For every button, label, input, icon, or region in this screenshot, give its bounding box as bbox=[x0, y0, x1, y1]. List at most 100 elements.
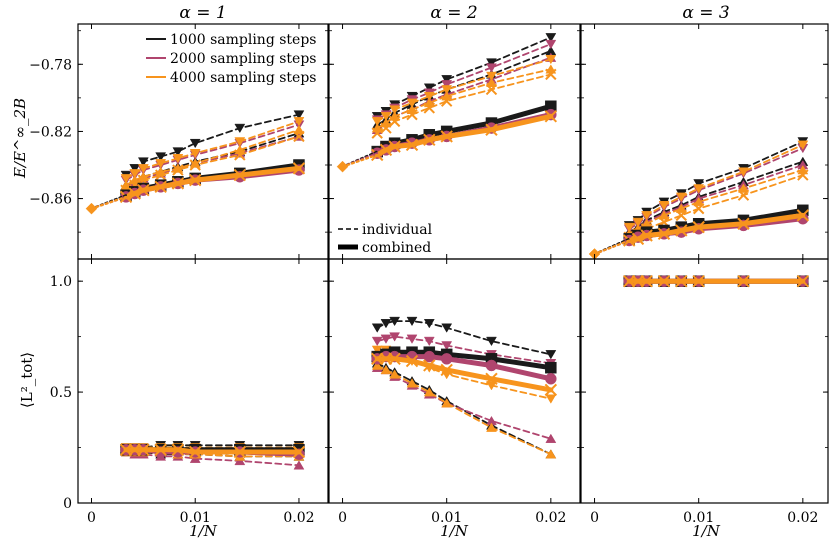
individual-marker-bottom-c2-0-3 bbox=[406, 316, 418, 327]
individual-marker-top-c3-4-2 bbox=[641, 211, 653, 221]
x-tick-label-c1-0: 0 bbox=[87, 510, 96, 526]
axes-frame-bottom-c3 bbox=[580, 258, 829, 504]
extrapolation-line-c3-s4000 bbox=[593, 239, 631, 256]
legend-label-combined: combined bbox=[362, 240, 431, 256]
individual-marker-top-c2-0-6 bbox=[486, 58, 497, 68]
individual-marker-top-c3-4-6 bbox=[738, 167, 749, 177]
y-axis-label-bottom: ⟨L²_tot⟩ bbox=[18, 352, 36, 408]
combined-marker-top-c1-s4000-7 bbox=[292, 162, 306, 175]
individual-marker-bottom-c2-2-0 bbox=[371, 336, 383, 347]
individual-marker-top-c2-4-0 bbox=[371, 117, 383, 127]
combined-marker-top-c2-s4000-4 bbox=[423, 133, 436, 147]
individual-marker-top-c1-4-2 bbox=[137, 164, 149, 174]
individual-marker-bottom-c2-0-4 bbox=[423, 319, 435, 329]
combined-marker-top-c3-s4000-3 bbox=[657, 227, 671, 241]
individual-marker-bottom-c2-0-6 bbox=[486, 336, 497, 347]
individual-marker-top-c2-5-6 bbox=[486, 77, 497, 87]
combined-marker-top-c3-s4000-5 bbox=[692, 220, 705, 234]
combined-marker-bottom-c1-s4000-7 bbox=[292, 445, 306, 459]
combined-marker-bottom-c1-s4000-5 bbox=[189, 445, 202, 459]
combined-marker-top-c3-s4000-7 bbox=[796, 209, 810, 222]
individual-marker-top-c1-4-0 bbox=[120, 174, 132, 184]
individual-marker-top-c2-0-7 bbox=[545, 33, 557, 43]
individual-marker-bottom-c2-5-5 bbox=[441, 398, 453, 408]
individual-marker-top-c3-5-4 bbox=[675, 203, 687, 213]
combined-marker-top-c2-s4000-5 bbox=[440, 130, 453, 143]
individual-marker-bottom-c2-5-3 bbox=[406, 378, 418, 388]
individual-marker-bottom-c2-2-5 bbox=[441, 341, 453, 351]
combined-marker-top-c1-s4000-5 bbox=[189, 173, 202, 187]
x-tick-label-c2-2: 0.02 bbox=[535, 510, 566, 526]
individual-marker-bottom-c2-2-4 bbox=[423, 336, 435, 347]
individual-marker-top-c2-6-0 bbox=[371, 127, 383, 139]
extrapolation-marker-c2 bbox=[336, 160, 349, 173]
individual-marker-top-c2-6-2 bbox=[388, 115, 401, 128]
individual-marker-bottom-c2-0-0 bbox=[371, 323, 383, 333]
legend-line-style: individual combined bbox=[338, 222, 433, 256]
individual-marker-top-c1-4-7 bbox=[293, 117, 305, 127]
individual-marker-top-c3-4-5 bbox=[693, 184, 705, 194]
combined-marker-bottom-c2-s2000-6 bbox=[485, 359, 498, 372]
combined-marker-bottom-c2-s4000-7 bbox=[544, 383, 558, 397]
combined-marker-top-c2-s4000-6 bbox=[485, 123, 498, 136]
individual-marker-top-c2-4-4 bbox=[423, 91, 435, 102]
column-title-2: α = 2 bbox=[430, 3, 477, 23]
individual-marker-top-c1-5-7 bbox=[293, 124, 305, 134]
individual-marker-top-c3-4-0 bbox=[623, 222, 635, 233]
combined-marker-bottom-c1-s4000-4 bbox=[171, 443, 185, 456]
individual-marker-top-c2-6-5 bbox=[440, 95, 453, 107]
individual-marker-top-c3-6-6 bbox=[737, 189, 750, 201]
individual-marker-top-c1-6-3 bbox=[154, 169, 167, 181]
individual-marker-bottom-c2-4-6 bbox=[486, 381, 497, 391]
legend-sampling-steps: 1000 sampling steps 2000 sampling steps … bbox=[146, 32, 316, 86]
combined-marker-bottom-c3-s4000-7 bbox=[796, 274, 810, 288]
individual-marker-bottom-c2-5-0 bbox=[371, 360, 383, 370]
individual-marker-top-c3-4-3 bbox=[658, 201, 670, 211]
column-title-1: α = 1 bbox=[179, 3, 226, 23]
combined-marker-bottom-c2-s2000-7 bbox=[545, 373, 557, 385]
individual-marker-top-c1-6-4 bbox=[172, 164, 184, 176]
combined-marker-bottom-c2-s2000-4 bbox=[423, 350, 436, 363]
combined-marker-bottom-c2-s1000-7 bbox=[545, 361, 557, 374]
combined-marker-top-c2-s4000-2 bbox=[388, 140, 401, 153]
individual-line-bottom-c2-1 bbox=[376, 362, 552, 456]
individual-marker-bottom-c2-0-5 bbox=[441, 323, 453, 333]
individual-marker-top-c1-0-7 bbox=[293, 110, 305, 120]
individual-marker-top-c2-2-5 bbox=[441, 80, 453, 90]
x-tick-label-c3-2: 0.02 bbox=[787, 510, 818, 526]
extrapolation-marker-c1 bbox=[85, 202, 98, 215]
x-tick-label-c1-2: 0.02 bbox=[283, 510, 314, 526]
individual-marker-top-c2-6-6 bbox=[485, 83, 498, 96]
individual-marker-bottom-c2-0-1 bbox=[380, 319, 392, 329]
combined-line-top-c2-s4000 bbox=[374, 113, 554, 158]
combined-marker-bottom-c3-s4000-5 bbox=[692, 274, 705, 288]
individual-marker-top-c1-0-5 bbox=[189, 138, 201, 149]
x-axis-label-2: 1/N bbox=[440, 522, 469, 540]
individual-marker-top-c1-0-3 bbox=[155, 152, 167, 162]
combined-marker-top-c1-s4000-4 bbox=[171, 177, 185, 190]
individual-marker-top-c2-6-3 bbox=[406, 108, 418, 121]
individual-marker-top-c1-6-6 bbox=[234, 149, 246, 161]
individual-marker-bottom-c2-5-1 bbox=[380, 364, 392, 375]
individual-marker-top-c2-4-2 bbox=[389, 105, 401, 115]
extrapolation-line-c2-s4000 bbox=[341, 153, 379, 168]
individual-marker-top-c1-0-6 bbox=[234, 123, 246, 134]
combined-marker-bottom-c2-s4000-4 bbox=[423, 359, 436, 372]
individual-marker-bottom-c2-2-1 bbox=[380, 334, 392, 344]
individual-marker-bottom-c1-3-7 bbox=[293, 460, 305, 470]
combined-marker-bottom-c2-s4000-2 bbox=[388, 352, 401, 366]
x-tick-label-c1-1: 0.01 bbox=[180, 510, 211, 526]
individual-marker-top-c2-6-1 bbox=[380, 122, 392, 134]
individual-marker-top-c3-4-7 bbox=[797, 140, 809, 150]
individual-marker-top-c3-5-3 bbox=[658, 210, 670, 220]
combined-marker-bottom-c2-s4000-0 bbox=[371, 352, 384, 366]
individual-marker-top-c3-4-4 bbox=[675, 192, 687, 202]
legend-label-2000: 2000 sampling steps bbox=[170, 51, 316, 67]
individual-marker-top-c2-6-7 bbox=[545, 68, 557, 81]
combined-marker-top-c3-s4000-1 bbox=[631, 232, 645, 246]
individual-marker-top-c3-6-4 bbox=[675, 209, 688, 222]
legend-label-4000: 4000 sampling steps bbox=[170, 70, 316, 86]
combined-line-top-c1-s4000 bbox=[123, 165, 302, 200]
combined-marker-bottom-c2-s4000-5 bbox=[440, 363, 453, 377]
combined-marker-bottom-c2-s4000-3 bbox=[405, 354, 419, 368]
